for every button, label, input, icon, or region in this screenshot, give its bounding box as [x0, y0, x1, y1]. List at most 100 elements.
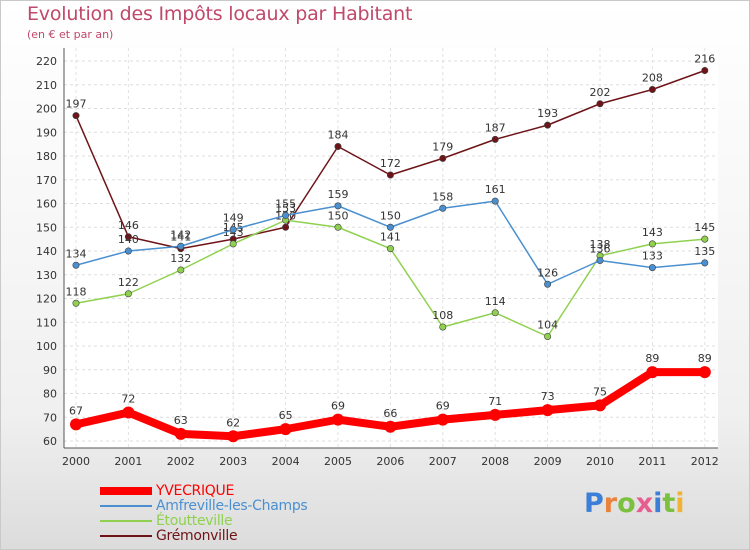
- legend-swatch: [100, 535, 152, 537]
- data-point: [596, 100, 604, 108]
- data-label: 69: [331, 400, 345, 413]
- data-label: 66: [383, 407, 397, 420]
- data-label: 184: [328, 129, 349, 142]
- data-label: 75: [593, 385, 607, 398]
- y-tick-label: 100: [36, 340, 57, 353]
- data-point: [386, 171, 394, 179]
- data-point: [177, 242, 185, 250]
- x-tick-label: 2005: [324, 455, 352, 468]
- y-tick-label: 170: [36, 174, 57, 187]
- logo-letter: P: [584, 488, 604, 519]
- x-tick-label: 2012: [691, 455, 719, 468]
- data-point: [646, 366, 659, 379]
- data-label: 138: [590, 238, 611, 251]
- data-label: 161: [485, 183, 506, 196]
- x-tick-label: 2004: [272, 455, 300, 468]
- y-tick-label: 210: [36, 79, 57, 92]
- data-point: [124, 233, 132, 241]
- data-label: 187: [485, 121, 506, 134]
- data-label: 63: [174, 414, 188, 427]
- y-tick-label: 180: [36, 150, 57, 163]
- data-point: [124, 290, 132, 298]
- data-point: [541, 404, 554, 417]
- logo-letter: i: [653, 488, 663, 519]
- data-label: 159: [328, 188, 349, 201]
- data-point: [489, 408, 502, 421]
- data-point: [701, 67, 709, 75]
- data-point: [384, 420, 397, 433]
- data-point: [698, 366, 711, 379]
- data-point: [439, 323, 447, 331]
- y-tick-label: 90: [43, 364, 57, 377]
- data-point: [544, 121, 552, 129]
- data-label: 140: [118, 233, 139, 246]
- y-tick-label: 160: [36, 198, 57, 211]
- y-tick-label: 190: [36, 126, 57, 139]
- data-point: [544, 280, 552, 288]
- data-label: 89: [698, 352, 712, 365]
- data-point: [491, 197, 499, 205]
- y-tick-label: 220: [36, 55, 57, 68]
- data-point: [436, 413, 449, 426]
- data-label: 146: [118, 219, 139, 232]
- data-label: 108: [432, 309, 453, 322]
- chart-title: Evolution des Impôts locaux par Habitant: [27, 3, 413, 25]
- legend-label: YVECRIQUE: [156, 483, 235, 499]
- data-label: 155: [275, 197, 296, 210]
- data-label: 89: [645, 352, 659, 365]
- data-point: [332, 413, 344, 426]
- data-point: [439, 154, 447, 162]
- data-point: [386, 223, 394, 231]
- data-label: 149: [223, 212, 244, 225]
- logo-letter: t: [662, 488, 676, 519]
- data-label: 122: [118, 276, 139, 289]
- data-label: 67: [69, 404, 83, 417]
- legend-swatch: [100, 520, 152, 522]
- legend-label: Grémonville: [156, 528, 238, 544]
- data-point: [648, 86, 656, 94]
- y-tick-label: 150: [36, 221, 57, 234]
- data-point: [439, 204, 447, 212]
- x-tick-label: 2000: [62, 455, 90, 468]
- data-label: 73: [541, 390, 555, 403]
- data-label: 141: [380, 231, 401, 244]
- data-point: [544, 332, 552, 340]
- y-tick-label: 110: [36, 316, 57, 329]
- data-point: [334, 223, 342, 231]
- data-label: 143: [642, 226, 663, 239]
- data-label: 65: [279, 409, 293, 422]
- data-label: 104: [537, 319, 558, 332]
- chart-subtitle: (en € et par an): [27, 28, 114, 41]
- data-point: [701, 235, 709, 243]
- data-point: [491, 309, 499, 317]
- y-tick-label: 130: [36, 269, 57, 282]
- y-tick-label: 60: [43, 435, 57, 448]
- data-label: 118: [66, 285, 87, 298]
- x-tick-label: 2009: [534, 455, 562, 468]
- data-point: [491, 135, 499, 143]
- data-label: 126: [537, 266, 558, 279]
- logo-letter: r: [603, 488, 618, 519]
- logo-letter: i: [675, 488, 685, 519]
- x-tick-label: 2002: [167, 455, 195, 468]
- data-point: [124, 247, 132, 255]
- data-point: [701, 259, 709, 267]
- data-point: [282, 223, 290, 231]
- data-point: [229, 240, 237, 248]
- data-label: 179: [432, 140, 453, 153]
- legend-label: Étoutteville: [156, 513, 233, 529]
- data-label: 197: [66, 98, 87, 111]
- x-tick-label: 2011: [638, 455, 666, 468]
- data-label: 172: [380, 157, 401, 170]
- data-label: 158: [432, 190, 453, 203]
- data-point: [174, 427, 187, 440]
- data-point: [72, 112, 80, 120]
- proxiti-logo: Proxiti: [584, 488, 685, 519]
- data-label: 145: [694, 221, 715, 234]
- x-tick-label: 2010: [586, 455, 614, 468]
- data-label: 136: [590, 243, 611, 256]
- data-label: 134: [66, 247, 87, 260]
- data-point: [648, 264, 656, 272]
- data-label: 142: [170, 228, 191, 241]
